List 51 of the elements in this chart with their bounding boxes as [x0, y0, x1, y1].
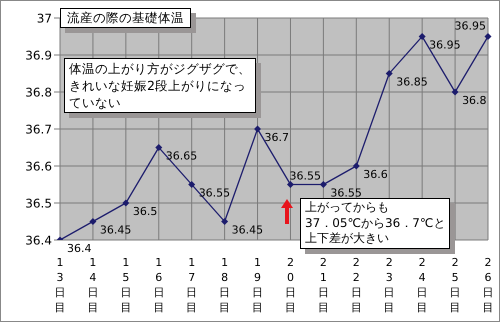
data-label: 36.5	[132, 205, 158, 218]
data-label: 36.85	[396, 76, 428, 88]
x-tick-label: 18日目	[219, 256, 230, 314]
point	[254, 126, 262, 132]
data-label: 36.8	[462, 94, 487, 107]
data-label: 36.6	[363, 168, 388, 181]
data-label: 36.95	[429, 38, 461, 52]
data-label: 36.55	[198, 186, 230, 200]
y-tick-label: 37	[36, 11, 52, 26]
x-tick-label: 24日目	[416, 256, 428, 314]
data-label: 36.45	[100, 224, 132, 236]
point	[89, 218, 96, 225]
data-label: 36.95	[454, 20, 486, 32]
x-tick-label: 13日目	[54, 256, 66, 314]
x-tick-label: 25日目	[450, 256, 461, 314]
data-label: 36.4	[67, 242, 92, 255]
point	[188, 181, 196, 188]
x-tick-label: 17日目	[186, 256, 198, 314]
x-tick-label: 23日目	[384, 256, 395, 314]
x-tick-label: 22日目	[350, 256, 362, 314]
y-tick-label: 36.7	[25, 122, 52, 136]
x-tick-label: 26日目	[482, 256, 494, 314]
y-tick-label: 36.5	[25, 196, 52, 210]
x-tick-label: 16日目	[153, 256, 164, 314]
point	[386, 70, 393, 77]
y-tick-label: 36.4	[25, 233, 52, 248]
y-tick-label: 36.6	[25, 159, 52, 174]
data-label: 36.65	[166, 150, 198, 162]
x-tick-label: 15日目	[120, 256, 132, 314]
point	[155, 144, 162, 151]
point	[221, 218, 228, 225]
data-label: 36.55	[330, 186, 362, 200]
x-tick-label: 14日目	[87, 256, 98, 314]
point	[484, 33, 492, 40]
y-tick-label: 36.9	[25, 48, 52, 62]
data-label: 36.55	[289, 170, 321, 182]
point	[286, 181, 294, 188]
x-tick-label: 19日目	[252, 256, 264, 314]
y-tick-label: 36.8	[25, 85, 52, 100]
annotation: 上がってからも37．05℃から36．7℃と上下差が大きい	[305, 200, 446, 246]
point	[418, 33, 426, 40]
chart-title: 流産の際の基礎体温	[67, 10, 184, 26]
x-tick-label: 20日目	[284, 256, 296, 314]
annotation: 体温の上がり方がジグザグで、きれいな妊娠2段上がりになっていない	[69, 60, 251, 111]
x-tick-label: 21日目	[318, 256, 329, 314]
data-label: 36.7	[264, 131, 290, 144]
point	[352, 162, 360, 170]
point	[320, 181, 327, 188]
data-label: 36.45	[232, 224, 264, 236]
point	[452, 88, 459, 96]
point	[122, 200, 130, 206]
